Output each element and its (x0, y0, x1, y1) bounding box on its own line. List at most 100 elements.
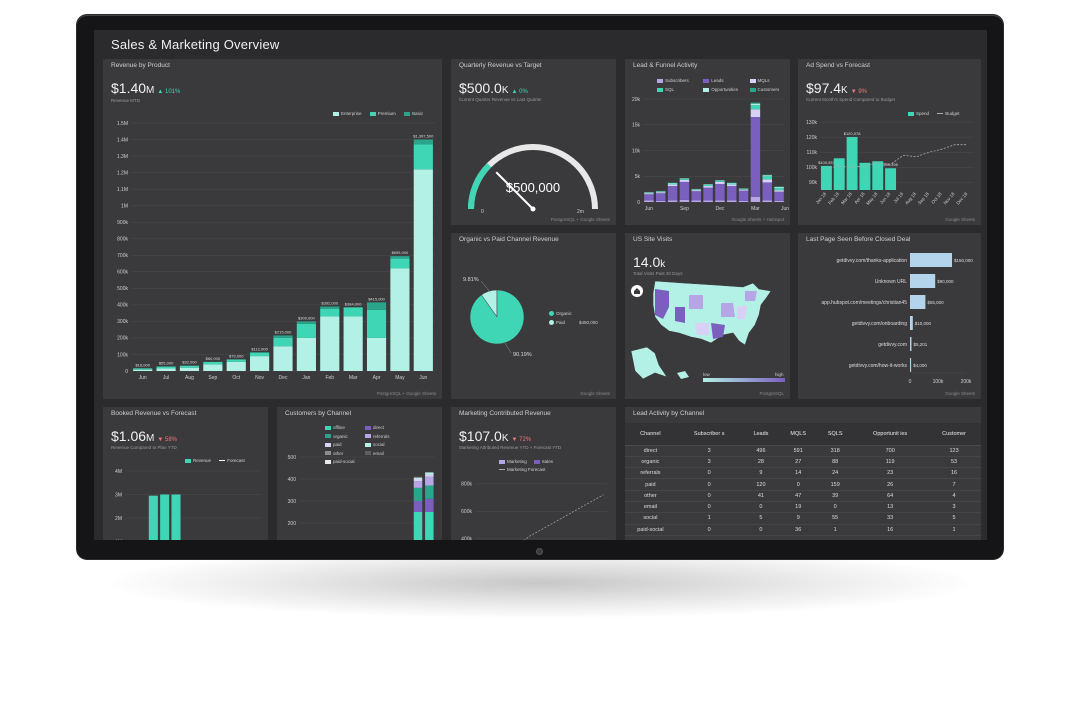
x-tick-label: Oct (232, 375, 240, 381)
bar (715, 180, 725, 182)
x-tick-label: Sep 18 (917, 191, 930, 206)
data-label: $99,398 (883, 162, 898, 167)
y-tick-label: 800k (117, 237, 128, 243)
x-tick-label: Jun (781, 206, 789, 212)
bar (910, 337, 912, 351)
bar (703, 200, 713, 202)
table-row: paid 0 120 0 159 26 7 (625, 478, 981, 491)
bar (250, 356, 270, 371)
y-tick-label: 400 (288, 477, 297, 483)
table-cell: 0 (675, 478, 743, 491)
bar (727, 182, 737, 184)
y-tick-label: 110k (807, 150, 818, 156)
table-cell: 16 (927, 467, 981, 480)
table-row: organic 3 28 27 88 119 53 (625, 456, 981, 469)
bar (679, 178, 690, 180)
table-cell: 1 (675, 512, 743, 525)
gauge-min-label: 0 (481, 209, 484, 215)
kpi-subtitle: Revenue MTD (111, 98, 141, 103)
customers-by-channel-chart: 100200300400500 (288, 455, 435, 540)
bar (667, 184, 678, 187)
x-tick-label: Mar (751, 206, 760, 212)
data-source: PostgreSQL + Google Sheets (376, 391, 436, 396)
bar (715, 183, 725, 201)
bar (679, 178, 690, 179)
tv-camera (536, 548, 543, 555)
bar (679, 199, 690, 202)
bar (656, 192, 666, 194)
bar (179, 365, 200, 368)
data-label: $150,000 (954, 258, 973, 263)
delta-badge: ▼ 9% (850, 89, 867, 95)
bar (910, 316, 913, 330)
gauge-hub (530, 206, 536, 212)
table-cell: 700 (853, 445, 928, 457)
y-tick-label: 15k (632, 123, 641, 129)
dashboard-title: Sales & Marketing Overview (111, 37, 280, 52)
y-tick-label: 1.2M (117, 170, 128, 176)
table-cell: 5 (927, 512, 981, 525)
table-cell: 0 (817, 501, 854, 514)
scale-low-label: low (703, 372, 711, 377)
tv-shadow (110, 548, 970, 618)
bar (644, 192, 654, 193)
legend-item: paid (325, 441, 358, 450)
x-tick-label: Mar 18 (840, 191, 853, 205)
bar (750, 105, 761, 110)
bar (738, 188, 749, 190)
table-cell: 3 (675, 456, 743, 469)
bar (656, 193, 666, 201)
bar (390, 258, 410, 269)
table-cell: 9 (742, 467, 780, 480)
table-cell: paid (625, 478, 676, 491)
bar (226, 361, 246, 371)
chart-legend: Revenue Forecast (185, 458, 252, 463)
us-map: low high (630, 280, 785, 382)
x-tick-label: Oct 18 (930, 191, 943, 205)
data-source: Google Sheets (945, 391, 975, 396)
category-label: Unknown URL (875, 279, 907, 285)
legend-item: organic (325, 433, 358, 442)
y-tick-label: 0 (637, 200, 640, 206)
x-tick-label: Jun 18 (879, 191, 892, 205)
kpi-subtitle: Revenue Compared to Plan YTD (111, 445, 177, 450)
bar (691, 189, 701, 190)
table-cell: social (625, 512, 676, 525)
legend-item: direct (365, 424, 398, 433)
bar (774, 186, 784, 188)
y-tick-label: 1.1M (117, 187, 128, 193)
y-tick-label: 3M (115, 492, 122, 498)
bar (413, 477, 423, 479)
kpi-subtitle: Marketing Attributed Revenue YTD + Forec… (459, 445, 562, 450)
panel-title: Marketing Contributed Revenue (459, 410, 551, 417)
delta-badge: ▲ 0% (511, 89, 528, 95)
bar (425, 498, 434, 512)
bar (727, 184, 737, 187)
bar (179, 367, 200, 371)
bar (727, 200, 737, 202)
bar (425, 485, 434, 499)
bar (703, 185, 713, 187)
table-cell: 0 (779, 478, 818, 491)
table-cell: 591 (779, 445, 818, 457)
bar (644, 194, 654, 201)
dashboard-screen: Sales & Marketing Overview Revenue by Pr… (94, 30, 987, 540)
marketing-contributed-chart: 200k400k600k800k (461, 482, 607, 540)
x-tick-label: Jan (302, 375, 310, 381)
x-tick-label: Aug 18 (904, 191, 917, 206)
gauge-needle (495, 171, 534, 210)
table-cell: 27 (779, 456, 818, 469)
legend-item: other (325, 450, 358, 459)
bar (644, 192, 654, 194)
kpi-subtitle: Total Visits Past 30 Days (633, 271, 683, 276)
panel-title: Last Page Seen Before Closed Deal (806, 236, 911, 243)
bar (859, 162, 871, 190)
pie-label: 9.81% (463, 277, 479, 283)
bar (413, 169, 433, 371)
bar (656, 200, 666, 202)
bar (738, 190, 749, 201)
table-row: social 1 5 9 55 33 5 (625, 512, 981, 525)
booked-revenue-chart: 1M 2M 3M 4M (115, 469, 261, 540)
y-tick-label: 1M (121, 203, 128, 209)
table-cell: 1 (817, 524, 854, 536)
